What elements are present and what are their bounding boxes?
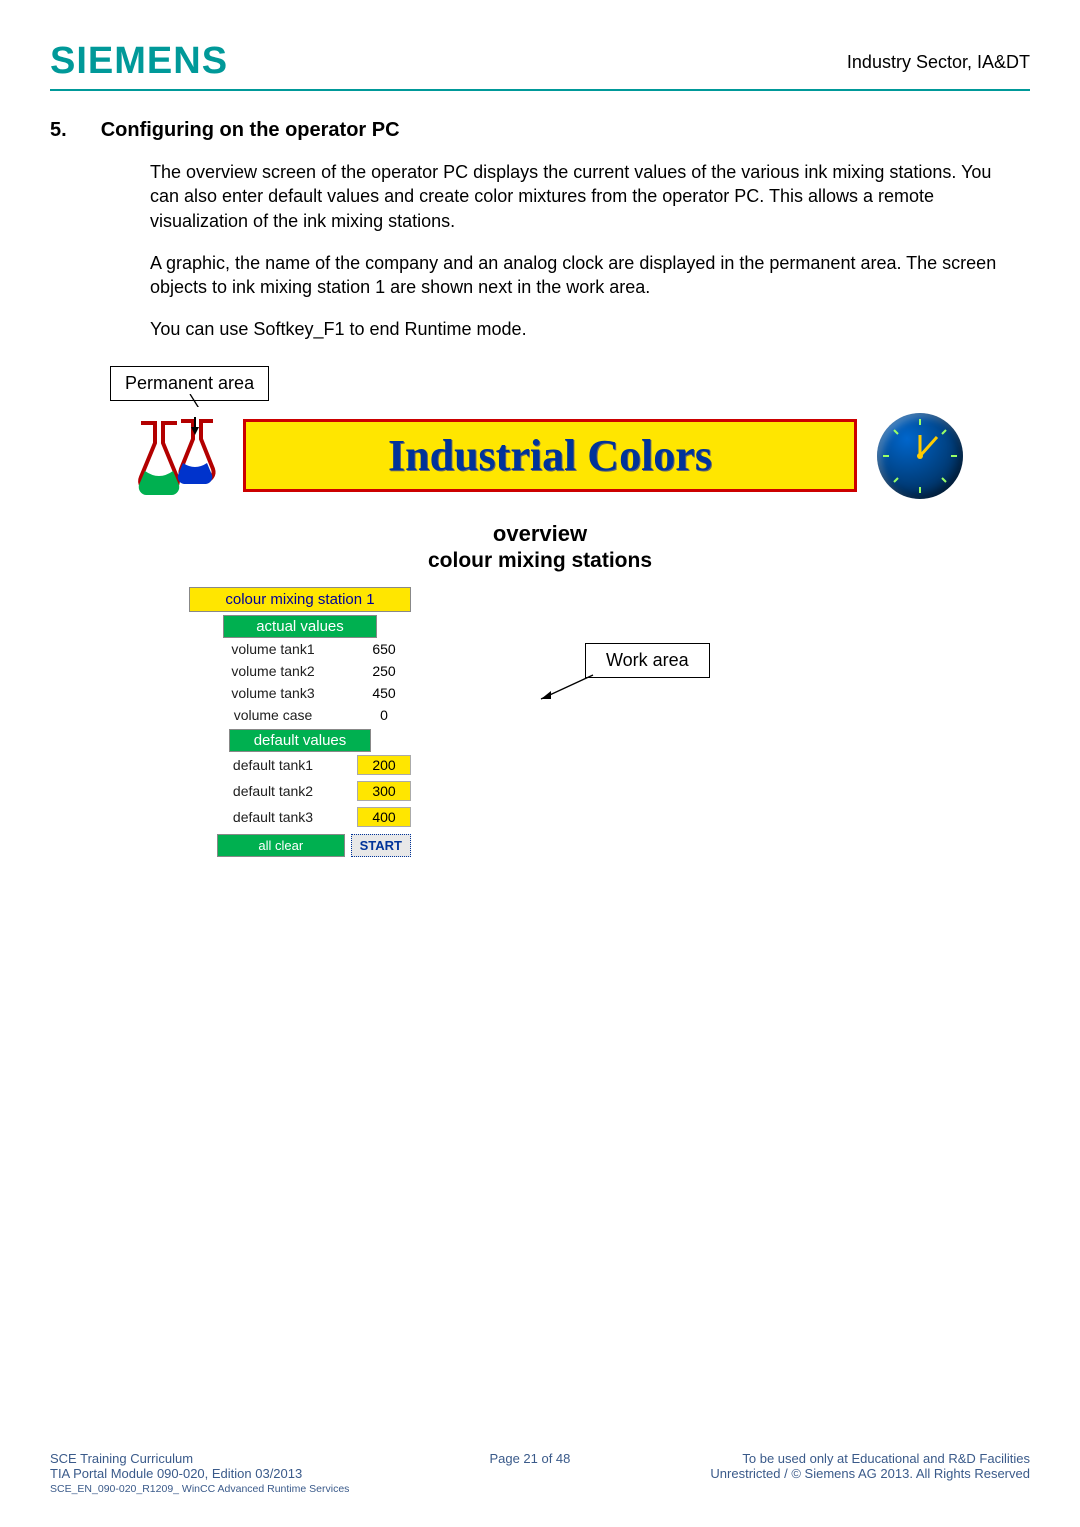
table-row: default tank3 400	[189, 804, 411, 830]
row-label: volume tank1	[189, 641, 357, 657]
table-row: default tank1 200	[189, 752, 411, 778]
row-label: default tank1	[189, 757, 357, 773]
row-label: default tank3	[189, 809, 357, 825]
company-graphic-icon	[123, 413, 223, 499]
footer-right-line2: Unrestricted / © Siemens AG 2013. All Ri…	[710, 1466, 1030, 1481]
row-label: volume tank3	[189, 685, 357, 701]
footer-left: SCE Training Curriculum TIA Portal Modul…	[50, 1451, 349, 1495]
all-clear-button[interactable]: all clear	[217, 834, 345, 857]
paragraph-1: The overview screen of the operator PC d…	[150, 160, 1010, 233]
row-value: 250	[357, 663, 411, 679]
default-value-input[interactable]: 300	[357, 781, 411, 801]
company-title-text: Industrial Colors	[388, 431, 712, 480]
section-heading: 5. Configuring on the operator PC	[50, 119, 1030, 142]
table-row: volume tank3 450	[189, 682, 411, 704]
page-header: SIEMENS Industry Sector, IA&DT	[50, 40, 1030, 91]
body-text: The overview screen of the operator PC d…	[150, 160, 1010, 342]
paragraph-2: A graphic, the name of the company and a…	[150, 251, 1010, 300]
permanent-area-banner: Industrial Colors	[105, 407, 975, 505]
operator-screenshot: Industrial Colors	[105, 407, 975, 857]
table-row: volume tank1 650	[189, 638, 411, 660]
company-title-band: Industrial Colors	[243, 419, 857, 492]
row-value: 0	[357, 707, 411, 723]
paragraph-3: You can use Softkey_F1 to end Runtime mo…	[150, 317, 1010, 341]
default-values-header: default values	[229, 729, 371, 752]
footer-right: To be used only at Educational and R&D F…	[710, 1451, 1030, 1495]
overview-title: overview	[105, 521, 975, 547]
header-sector-text: Industry Sector, IA&DT	[847, 40, 1030, 73]
page-footer: SCE Training Curriculum TIA Portal Modul…	[50, 1451, 1030, 1495]
overview-subtitle: colour mixing stations	[105, 549, 975, 573]
station-panel: colour mixing station 1 actual values vo…	[189, 587, 411, 857]
footer-left-line1: SCE Training Curriculum	[50, 1451, 349, 1466]
table-row: volume tank2 250	[189, 660, 411, 682]
callout-arrow-workarea	[535, 669, 695, 729]
row-value: 650	[357, 641, 411, 657]
station-header: colour mixing station 1	[189, 587, 411, 612]
actual-values-header: actual values	[223, 615, 377, 638]
section-title: Configuring on the operator PC	[101, 119, 400, 142]
default-value-input[interactable]: 200	[357, 755, 411, 775]
default-value-input[interactable]: 400	[357, 807, 411, 827]
start-button[interactable]: START	[351, 834, 411, 857]
row-label: volume case	[189, 707, 357, 723]
analog-clock-icon	[877, 413, 963, 499]
row-label: volume tank2	[189, 663, 357, 679]
table-row: default tank2 300	[189, 778, 411, 804]
footer-right-line1: To be used only at Educational and R&D F…	[710, 1451, 1030, 1466]
section-number: 5.	[50, 119, 67, 142]
row-label: default tank2	[189, 783, 357, 799]
row-value: 450	[357, 685, 411, 701]
footer-left-line2: TIA Portal Module 090-020, Edition 03/20…	[50, 1466, 349, 1481]
table-row: volume case 0	[189, 704, 411, 726]
footer-left-line3: SCE_EN_090-020_R1209_ WinCC Advanced Run…	[50, 1483, 349, 1495]
footer-center: Page 21 of 48	[489, 1451, 570, 1495]
siemens-logo: SIEMENS	[50, 40, 228, 83]
